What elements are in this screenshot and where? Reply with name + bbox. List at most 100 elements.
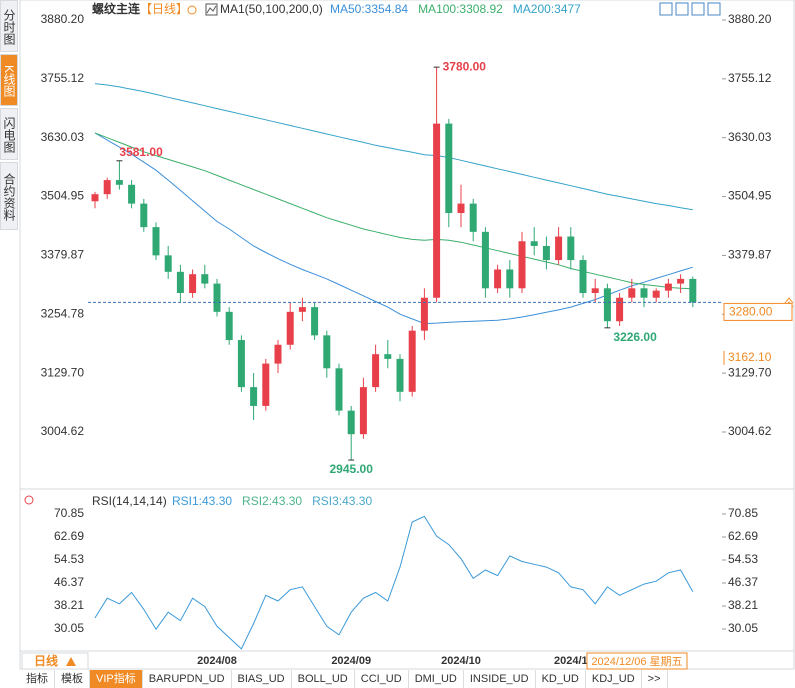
indicator-tab[interactable]: INSIDE_UD (464, 670, 536, 688)
sidebar-tab[interactable]: 闪电图 (0, 108, 18, 160)
annotation: 3581.00 (119, 145, 163, 159)
sidebar-tab[interactable]: 合约资料 (0, 162, 18, 230)
candle-body (579, 260, 587, 294)
y-tick-label: 30.05 (728, 621, 758, 635)
candle-body (689, 278, 697, 303)
y-tick-label-left: 54.53 (54, 552, 84, 566)
y-tick-label: 62.69 (728, 529, 758, 543)
indicator-tab[interactable]: DMI_UD (409, 670, 464, 688)
ma-line (94, 132, 693, 325)
ma-line (94, 132, 693, 290)
candle-body (420, 297, 428, 331)
candle-body (359, 387, 367, 435)
settings-icon[interactable] (187, 5, 197, 15)
indicator-tab[interactable]: 模板 (55, 670, 90, 688)
y-tick-label-left: 46.37 (54, 575, 84, 589)
candle-body (567, 236, 575, 261)
y-tick-label: 3504.95 (728, 189, 772, 203)
indicator-tab[interactable]: KD_UD (536, 670, 586, 688)
tool-button[interactable] (707, 2, 721, 16)
legend-entry: RSI1:43.30 (172, 494, 232, 508)
candle-body (103, 180, 111, 195)
candle-body (664, 283, 672, 291)
candle-body (677, 278, 685, 284)
candle-body (213, 283, 221, 312)
ma-icon-line (206, 5, 217, 14)
cursor-date: 2024/12/06 星期五 (591, 655, 682, 668)
y-tick-label-left: 3004.62 (41, 424, 85, 438)
tool-button[interactable] (659, 2, 673, 16)
y-tick-label: 3755.12 (728, 71, 772, 85)
candle-body (640, 288, 648, 298)
ma-line (94, 83, 693, 211)
candle-body (152, 227, 160, 256)
candle-body (616, 297, 624, 322)
indicator-tab[interactable]: >> (642, 670, 668, 688)
last-price-label: 3280.00 (729, 305, 773, 319)
cursor-price-label: 3162.10 (728, 350, 772, 364)
y-tick-label-left: 3504.95 (41, 189, 85, 203)
y-tick-label-left: 3129.70 (41, 365, 85, 379)
candle-body (286, 311, 294, 345)
indicator-tab[interactable]: 指标 (20, 670, 55, 688)
tool-button[interactable] (691, 2, 705, 16)
ma-label: MA1(50,100,200,0) (220, 2, 323, 16)
y-tick-label: 46.37 (728, 575, 758, 589)
candle-body (176, 271, 184, 294)
candle-body (128, 184, 136, 204)
period-button-label[interactable]: 日线 (34, 653, 58, 668)
candle-body (628, 288, 636, 298)
y-tick-label: 3880.20 (728, 12, 772, 26)
candle-body (408, 330, 416, 392)
y-tick-label: 3004.62 (728, 424, 772, 438)
sidebar-tab[interactable]: K线图 (0, 54, 18, 106)
legend-entry: RSI3:43.30 (312, 494, 372, 508)
candle-body (445, 123, 453, 214)
rsi-icon[interactable] (24, 495, 34, 505)
x-tick-label: 2024/10 (441, 655, 481, 667)
candle-body (237, 340, 245, 388)
y-tick-label-left: 38.21 (54, 598, 84, 612)
y-tick-label-left: 62.69 (54, 529, 84, 543)
toolbar (659, 2, 721, 16)
candle-body (469, 203, 477, 232)
candle-body (518, 241, 526, 289)
y-tick-label: 38.21 (728, 598, 758, 612)
indicator-tabs: 指标 模板 VIP指标 BARUPDN_UD BIAS_UD BOLL_UD CCI_UD D… (20, 670, 668, 688)
y-tick-label: 3129.70 (728, 365, 772, 379)
indicator-tab[interactable]: KDJ_UD (586, 670, 642, 688)
x-tick-label: 2024/08 (197, 655, 237, 667)
candle-body (530, 241, 538, 246)
tool-button[interactable] (675, 2, 689, 16)
period: 【日线】 (140, 2, 188, 16)
candle-body (555, 236, 563, 261)
indicator-tab[interactable]: CCI_UD (355, 670, 409, 688)
y-tick-label-left: 3379.87 (41, 248, 85, 262)
y-tick-label: 70.85 (728, 506, 758, 520)
candle-body (140, 203, 148, 228)
sidebar-tab[interactable]: 分时图 (0, 0, 18, 52)
indicator-tab[interactable]: BARUPDN_UD (143, 670, 232, 688)
candle-body (298, 307, 306, 312)
candle-body (311, 307, 319, 336)
y-tick-label-left: 3630.03 (41, 130, 85, 144)
legend-entry: MA100:3308.92 (418, 2, 503, 16)
indicator-tab[interactable]: BOLL_UD (292, 670, 355, 688)
candle-body (115, 180, 123, 185)
annotation: 2945.00 (330, 462, 374, 476)
indicator-tab[interactable]: VIP指标 (90, 670, 143, 688)
ma-icon[interactable] (205, 3, 218, 16)
candle-body (347, 410, 355, 435)
candle-body (603, 288, 611, 322)
cursor-date-box (586, 652, 688, 670)
legend-entry: MA200:3477 (513, 2, 581, 16)
period-arrow[interactable] (66, 657, 76, 666)
indicator-tab[interactable]: BIAS_UD (232, 670, 292, 688)
panel-title: RSI(14,14,14) (92, 494, 167, 508)
candle-body (457, 203, 465, 214)
y-tick-label: 3379.87 (728, 248, 772, 262)
annotation: 3780.00 (443, 59, 487, 73)
x-tick-label: 2024/1 (554, 655, 588, 667)
candle-body (250, 387, 258, 406)
x-tick-label: 2024/09 (331, 655, 371, 667)
